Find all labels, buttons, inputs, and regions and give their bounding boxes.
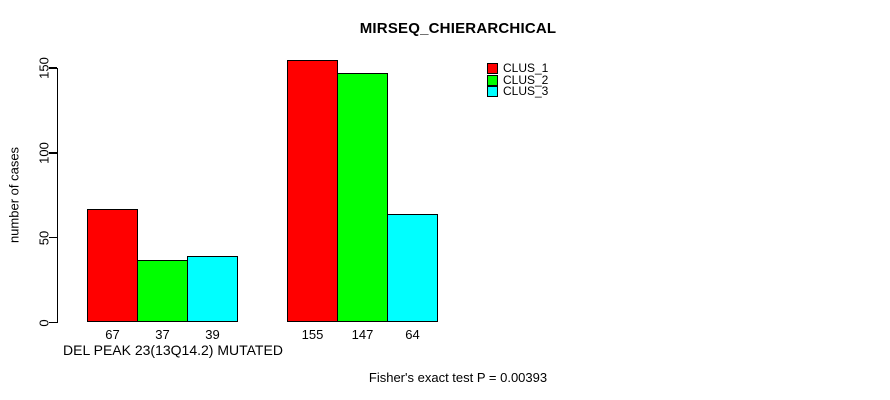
bar-value-label: 147 xyxy=(351,327,374,342)
legend-label: CLUS_1 xyxy=(503,61,549,76)
legend-swatch-icon xyxy=(487,86,498,98)
bar-value-label: 64 xyxy=(405,327,420,342)
legend-swatch-icon xyxy=(487,63,498,75)
legend-item: CLUS_2 xyxy=(487,72,549,87)
legend: CLUS_1 CLUS_2 CLUS_3 xyxy=(487,61,549,99)
legend-swatch-icon xyxy=(487,74,498,86)
y-tick-label: 50 xyxy=(36,230,52,245)
bar-clus_1-group1 xyxy=(87,208,138,323)
bar-value-label: 67 xyxy=(105,327,120,342)
stat-annotation: Fisher's exact test P = 0.00393 xyxy=(368,370,548,385)
y-axis-line xyxy=(56,67,58,323)
y-tick-label: 150 xyxy=(36,57,52,79)
bar-clus_2-group2 xyxy=(337,73,388,323)
bar-clus_1-group2 xyxy=(287,59,338,323)
y-tick-label: 0 xyxy=(36,318,52,327)
bar-clus_2-group1 xyxy=(137,259,188,323)
legend-item: CLUS_1 xyxy=(487,61,549,76)
x-axis-label: DEL PEAK 23(13Q14.2) MUTATED xyxy=(63,342,283,358)
y-tick-mark xyxy=(49,321,57,324)
y-axis-title: number of cases xyxy=(6,146,22,244)
bar-clus_3-group1 xyxy=(187,256,238,323)
bar-clus_3-group2 xyxy=(387,213,438,323)
y-tick-mark xyxy=(49,152,57,154)
legend-item: CLUS_3 xyxy=(487,84,549,99)
bar-value-label: 155 xyxy=(301,327,324,342)
y-tick-mark xyxy=(49,236,57,239)
y-tick-label: 100 xyxy=(36,142,52,164)
legend-label: CLUS_3 xyxy=(503,84,549,99)
bar-value-label: 37 xyxy=(155,327,170,342)
y-tick-mark xyxy=(49,67,57,69)
legend-label: CLUS_2 xyxy=(503,72,549,87)
bar-value-label: 39 xyxy=(205,327,220,342)
chart-title: MIRSEQ_CHIERARCHICAL xyxy=(359,20,557,37)
